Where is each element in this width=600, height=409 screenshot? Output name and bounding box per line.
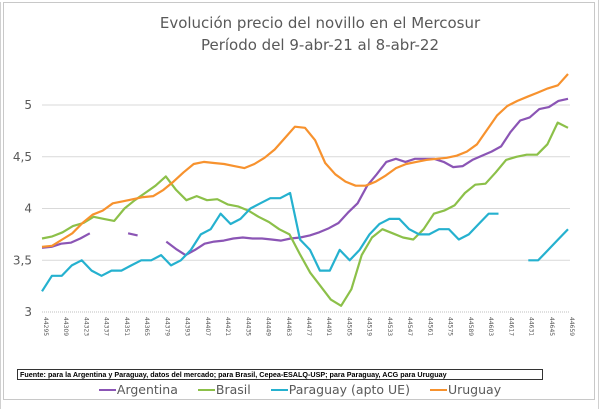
- legend-label-uruguay: Uruguay: [447, 382, 502, 397]
- x-tick-label: 44561: [426, 317, 433, 336]
- legend-swatch-argentina: [98, 388, 116, 391]
- legend-swatch-paraguay: [270, 388, 288, 391]
- legend: Argentina Brasil Paraguay (apto UE) Urug…: [0, 382, 600, 397]
- x-tick-label: 44393: [184, 317, 191, 336]
- gridlines: [42, 104, 570, 313]
- y-tick-label: 5: [24, 98, 32, 112]
- x-tick-label: 44575: [447, 317, 454, 336]
- x-tick-label: 44449: [265, 317, 272, 336]
- chart-frame-outer-left: [0, 2, 1, 409]
- legend-swatch-brasil: [197, 388, 215, 391]
- chart-frame-outer-right: [598, 0, 599, 409]
- x-tick-label: 44617: [507, 317, 514, 336]
- x-tick-label: 44435: [244, 317, 251, 336]
- legend-label-argentina: Argentina: [116, 382, 178, 397]
- x-tick-label: 44323: [82, 317, 89, 336]
- legend-label-paraguay: Paraguay (apto UE): [288, 382, 410, 397]
- x-tick-label: 44589: [467, 317, 474, 336]
- x-tick-label: 44463: [285, 317, 292, 336]
- y-tick-label: 3: [24, 305, 32, 319]
- x-tick-label: 44309: [62, 317, 69, 336]
- x-tick-label: 44379: [163, 317, 170, 336]
- y-axis-ticks: 3 3,5 4 4,5 5: [13, 98, 32, 319]
- x-axis-ticks: 44295 44309 44323 44337 44351 44365 44379 44393…: [42, 317, 575, 336]
- x-tick-label: 44505: [345, 317, 352, 336]
- legend-item-argentina: Argentina: [98, 382, 178, 397]
- series-line-argentina: [165, 97, 569, 257]
- series-line-paraguay: [41, 191, 499, 292]
- legend-swatch-uruguay: [429, 388, 447, 391]
- x-tick-label: 44365: [143, 317, 150, 336]
- legend-label-brasil: Brasil: [215, 382, 251, 397]
- x-tick-label: 44631: [528, 317, 535, 336]
- x-tick-label: 44337: [103, 317, 110, 336]
- y-tick-label: 4: [24, 202, 32, 216]
- x-tick-label: 44407: [204, 317, 211, 336]
- x-tick-label: 44491: [325, 317, 332, 336]
- x-tick-label: 44533: [386, 317, 393, 336]
- series-line-brasil: [41, 121, 569, 307]
- legend-item-uruguay: Uruguay: [429, 382, 502, 397]
- y-tick-label: 3,5: [13, 253, 32, 267]
- x-tick-label: 44603: [487, 317, 494, 336]
- series-line-uruguay: [41, 73, 569, 248]
- x-tick-label: 44659: [568, 317, 575, 336]
- series-line-paraguay: [528, 228, 569, 262]
- series-line-argentina: [127, 232, 138, 237]
- x-tick-label: 44519: [366, 317, 373, 336]
- chart-subtitle: Período del 9-abr-21 al 8-abr-22: [200, 36, 440, 54]
- source-note: Fuente: para la Argentina y Paraguay, da…: [17, 369, 543, 380]
- x-tick-label: 44547: [406, 317, 413, 336]
- chart-title: Evolución precio del novillo en el Merco…: [159, 14, 481, 32]
- x-tick-label: 44421: [224, 317, 231, 336]
- x-tick-label: 44351: [123, 317, 130, 336]
- legend-item-brasil: Brasil: [197, 382, 251, 397]
- x-tick-label: 44477: [305, 317, 312, 336]
- x-tick-label: 44645: [548, 317, 555, 336]
- series-lines: [41, 73, 569, 307]
- legend-item-paraguay: Paraguay (apto UE): [270, 382, 410, 397]
- x-tick-label: 44295: [42, 317, 49, 336]
- y-tick-label: 4,5: [13, 150, 32, 164]
- chart-frame: [3, 2, 595, 400]
